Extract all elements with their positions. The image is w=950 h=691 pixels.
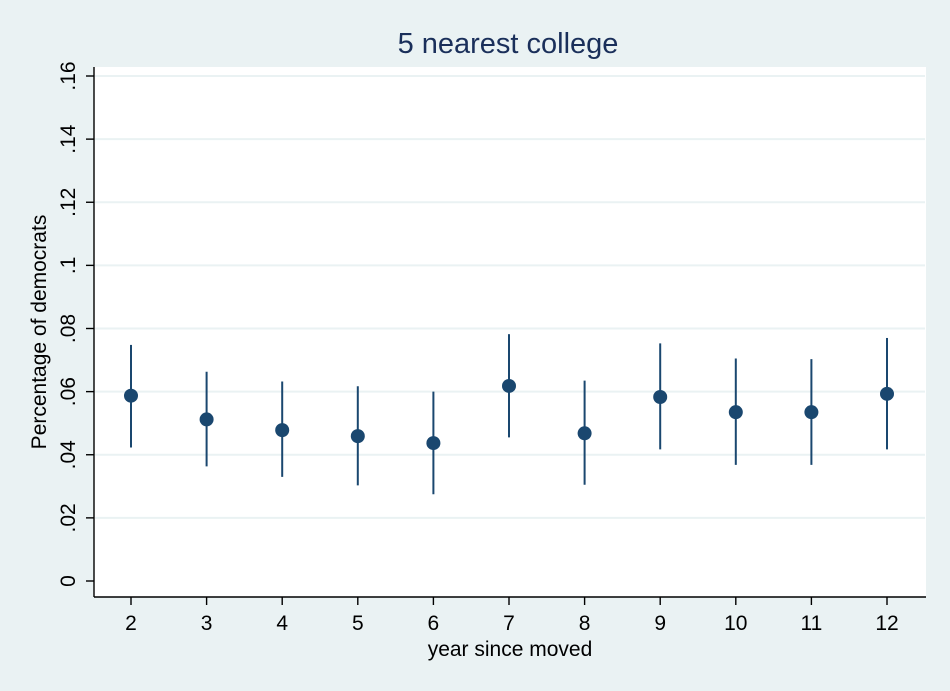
data-point bbox=[199, 412, 214, 427]
x-tick-label: 11 bbox=[800, 612, 822, 635]
data-point bbox=[804, 405, 819, 420]
data-series bbox=[124, 334, 894, 495]
data-point bbox=[426, 436, 441, 451]
x-tick-label: 12 bbox=[875, 612, 898, 635]
plot-area bbox=[94, 67, 926, 597]
x-axis-label: year since moved bbox=[428, 638, 593, 661]
x-tick-label: 9 bbox=[654, 612, 666, 635]
y-axis-label: Percentage of democrats bbox=[28, 215, 51, 450]
data-point bbox=[880, 386, 894, 401]
y-tick-label: .12 bbox=[57, 188, 80, 217]
x-tick-label: 4 bbox=[276, 612, 288, 635]
data-point bbox=[653, 389, 668, 404]
x-tick-label: 7 bbox=[503, 612, 515, 635]
data-point bbox=[124, 388, 138, 403]
y-tick-label: .14 bbox=[57, 124, 80, 154]
y-tick-label: 0 bbox=[57, 575, 80, 587]
x-tick-label: 6 bbox=[428, 612, 440, 635]
y-tick-label: .04 bbox=[57, 440, 80, 470]
data-point bbox=[728, 405, 743, 420]
y-tick-label: .16 bbox=[57, 61, 80, 90]
x-axis-ticks: 2 3 4 5 6 7 8 9 10 11 12 bbox=[125, 597, 899, 635]
data-point bbox=[577, 426, 592, 441]
y-tick-label: .1 bbox=[57, 257, 80, 275]
y-tick-label: .08 bbox=[57, 314, 80, 343]
data-point bbox=[502, 378, 516, 393]
y-axis-ticks: 0 .02 .04 .06 .08 .1 .12 .14 .16 bbox=[57, 61, 94, 587]
y-tick-label: .06 bbox=[57, 377, 80, 406]
x-tick-label: 5 bbox=[352, 612, 364, 635]
x-tick-label: 3 bbox=[201, 612, 213, 635]
x-tick-label: 10 bbox=[724, 612, 747, 635]
x-tick-label: 8 bbox=[579, 612, 591, 635]
x-tick-label: 2 bbox=[125, 612, 137, 635]
chart-title: 5 nearest college bbox=[398, 28, 619, 60]
y-tick-label: .02 bbox=[57, 503, 80, 532]
data-point bbox=[275, 423, 290, 438]
data-point bbox=[350, 429, 365, 444]
